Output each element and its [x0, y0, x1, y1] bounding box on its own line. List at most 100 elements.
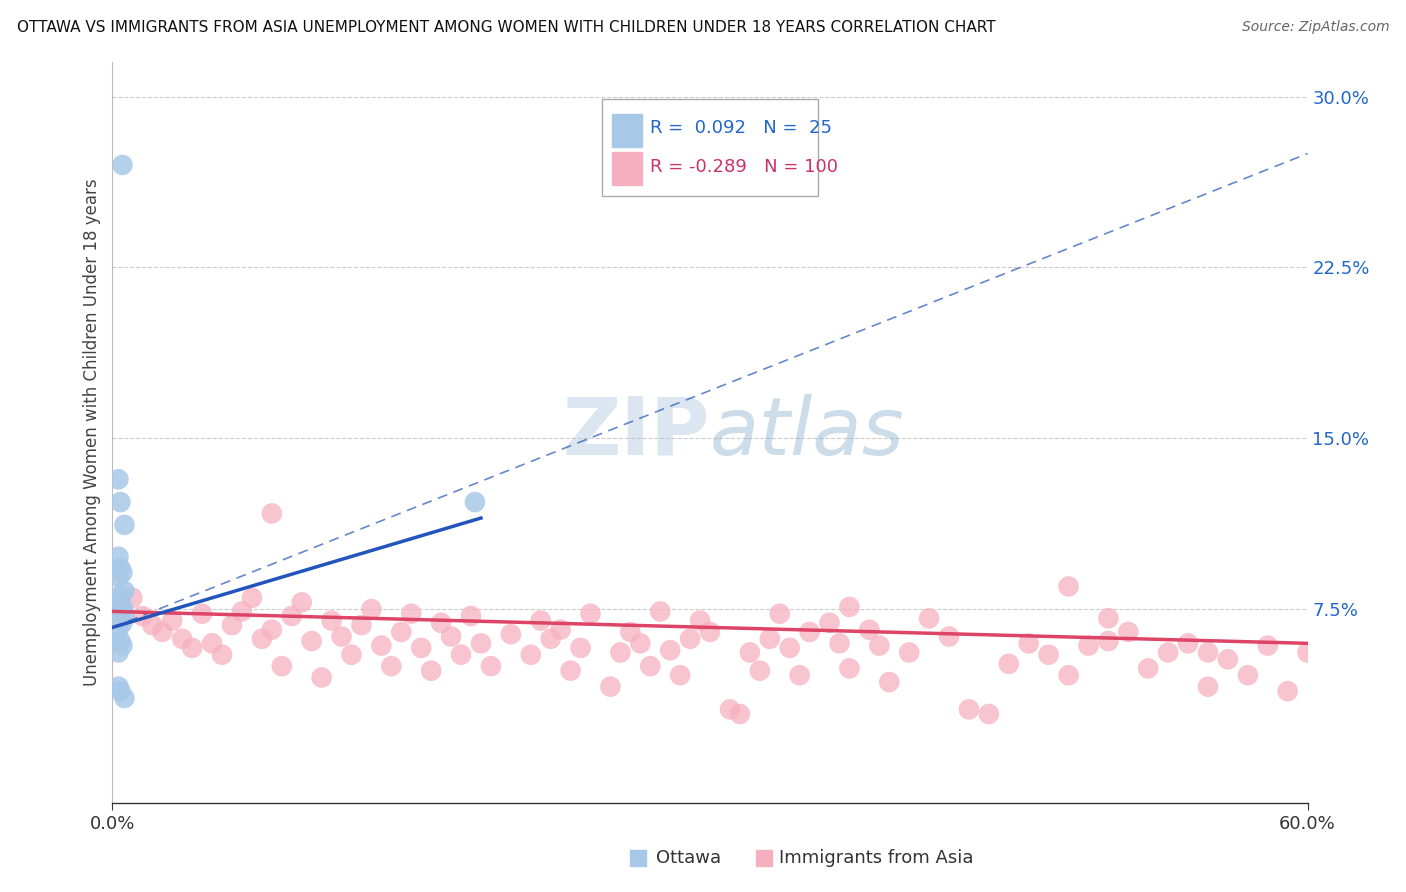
Point	[464, 495, 486, 509]
Point	[650, 604, 672, 618]
Text: OTTAWA VS IMMIGRANTS FROM ASIA UNEMPLOYMENT AMONG WOMEN WITH CHILDREN UNDER 18 Y: OTTAWA VS IMMIGRANTS FROM ASIA UNEMPLOYM…	[17, 20, 995, 35]
Point	[191, 607, 214, 621]
Point	[499, 627, 522, 641]
Point	[640, 659, 662, 673]
Point	[479, 659, 502, 673]
Point	[141, 618, 163, 632]
Point	[738, 645, 761, 659]
Point	[107, 593, 129, 607]
Point	[114, 607, 135, 621]
Point	[107, 680, 129, 694]
Point	[1237, 668, 1260, 682]
Point	[898, 645, 921, 659]
Point	[699, 624, 721, 639]
Point	[450, 648, 472, 662]
Point	[918, 611, 941, 625]
Point	[111, 639, 134, 653]
Point	[114, 691, 135, 706]
Point	[370, 639, 392, 653]
Point	[321, 614, 343, 628]
Point	[260, 507, 283, 521]
Point	[799, 624, 821, 639]
Point	[628, 636, 651, 650]
Point	[858, 623, 880, 637]
Point	[1057, 579, 1080, 593]
Point	[619, 624, 641, 639]
FancyBboxPatch shape	[612, 113, 643, 147]
Point	[599, 680, 621, 694]
Point	[114, 517, 135, 532]
Point	[440, 630, 463, 644]
Point	[107, 623, 129, 637]
Point	[1336, 636, 1358, 650]
Point	[669, 668, 692, 682]
Point	[1396, 648, 1406, 662]
FancyBboxPatch shape	[603, 99, 818, 195]
Point	[291, 595, 314, 609]
Point	[569, 640, 592, 655]
Point	[779, 640, 801, 655]
Point	[1097, 634, 1119, 648]
Point	[110, 602, 132, 616]
Point	[172, 632, 194, 646]
Point	[107, 472, 129, 486]
Point	[131, 609, 153, 624]
Point	[111, 615, 134, 630]
Point	[550, 623, 572, 637]
Point	[868, 639, 890, 653]
Point	[977, 706, 1000, 721]
Point	[350, 618, 373, 632]
Point	[818, 615, 841, 630]
Point	[957, 702, 980, 716]
Point	[221, 618, 243, 632]
Point	[728, 706, 751, 721]
Point	[107, 604, 129, 618]
Point	[110, 634, 132, 648]
Point	[114, 583, 135, 598]
Point	[460, 609, 482, 624]
Point	[1157, 645, 1180, 659]
Point	[938, 630, 960, 644]
Text: atlas: atlas	[710, 393, 905, 472]
Point	[789, 668, 811, 682]
Point	[311, 671, 333, 685]
Point	[121, 591, 143, 605]
FancyBboxPatch shape	[612, 153, 643, 186]
Point	[389, 624, 412, 639]
Point	[1077, 639, 1099, 653]
Text: R = -0.289   N = 100: R = -0.289 N = 100	[650, 158, 838, 176]
Point	[380, 659, 402, 673]
Text: R =  0.092   N =  25: R = 0.092 N = 25	[650, 120, 832, 137]
Point	[107, 570, 129, 584]
Point	[107, 549, 129, 564]
Y-axis label: Unemployment Among Women with Children Under 18 years: Unemployment Among Women with Children U…	[83, 178, 101, 687]
Point	[579, 607, 602, 621]
Point	[110, 589, 132, 603]
Point	[150, 624, 173, 639]
Point	[1038, 648, 1060, 662]
Point	[838, 599, 860, 614]
Point	[879, 675, 901, 690]
Point	[689, 614, 711, 628]
Point	[107, 645, 129, 659]
Point	[110, 561, 132, 575]
Point	[1197, 645, 1219, 659]
Point	[340, 648, 363, 662]
Point	[769, 607, 792, 621]
Point	[1177, 636, 1199, 650]
Point	[430, 615, 453, 630]
Point	[1137, 661, 1160, 675]
Point	[181, 640, 204, 655]
Point	[470, 636, 492, 650]
Point	[211, 648, 233, 662]
Point	[401, 607, 423, 621]
Point	[1057, 668, 1080, 682]
Point	[659, 643, 682, 657]
Point	[270, 659, 292, 673]
Point	[110, 495, 132, 509]
Point	[110, 684, 132, 698]
Point	[110, 611, 132, 625]
Point	[411, 640, 433, 655]
Point	[260, 623, 283, 637]
Point	[1277, 684, 1299, 698]
